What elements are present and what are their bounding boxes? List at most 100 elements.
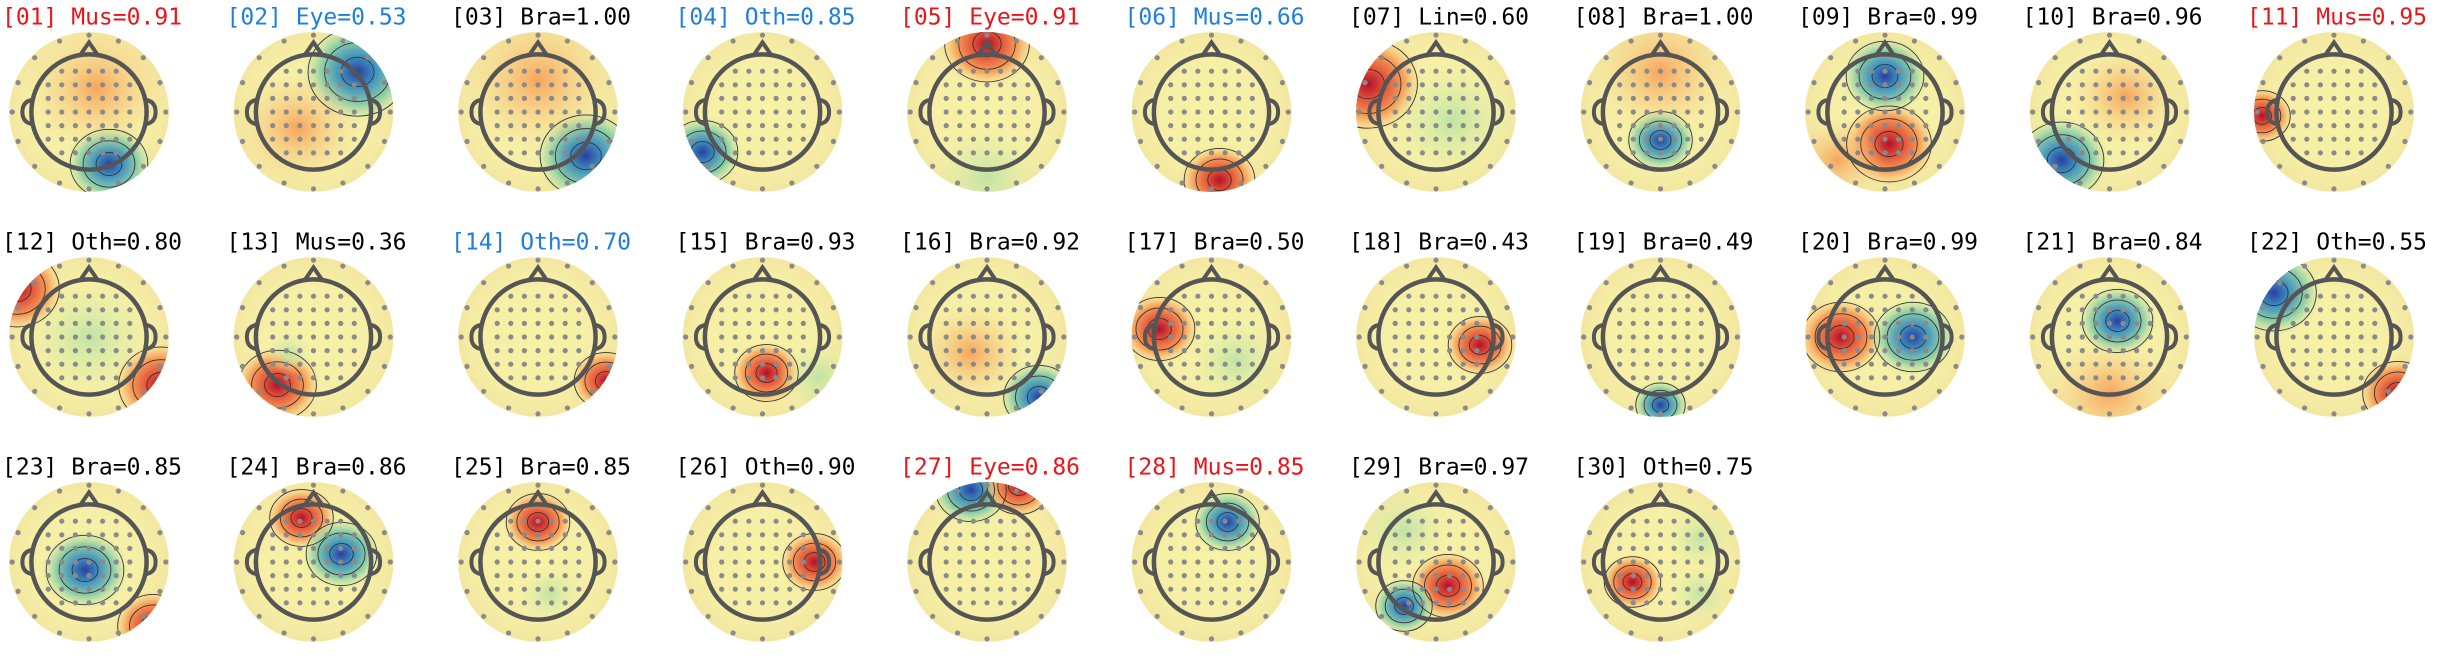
electrode bbox=[576, 307, 582, 313]
contour bbox=[1874, 130, 1904, 158]
ear bbox=[1717, 98, 1730, 126]
electrode bbox=[535, 586, 541, 592]
electrode bbox=[2106, 186, 2113, 192]
electrode bbox=[1630, 573, 1636, 579]
electrode bbox=[2030, 334, 2036, 340]
electrode bbox=[283, 150, 289, 156]
electrode bbox=[1379, 55, 1385, 61]
electrode bbox=[1419, 518, 1425, 524]
electrode bbox=[1460, 307, 1466, 313]
electrode bbox=[2358, 82, 2364, 88]
electrode bbox=[127, 361, 133, 367]
electrode bbox=[283, 361, 289, 367]
electrode bbox=[72, 559, 78, 565]
electrode bbox=[1909, 68, 1915, 74]
electrode bbox=[759, 532, 766, 538]
electrode bbox=[773, 109, 779, 115]
electrode bbox=[1279, 138, 1286, 144]
electrode bbox=[2302, 180, 2308, 186]
electrode bbox=[1379, 280, 1385, 286]
electrode bbox=[830, 305, 837, 311]
electrode bbox=[1474, 545, 1480, 552]
electrode bbox=[773, 375, 779, 381]
contour bbox=[1424, 564, 1472, 608]
electrode bbox=[535, 375, 541, 381]
electrode bbox=[72, 348, 78, 354]
ear bbox=[370, 98, 383, 126]
electrode bbox=[310, 545, 317, 552]
electrode bbox=[564, 38, 570, 44]
electrode bbox=[1249, 361, 1255, 367]
electrode bbox=[773, 136, 779, 142]
electrode bbox=[1285, 109, 1291, 115]
electrode bbox=[957, 586, 963, 592]
electrode bbox=[72, 109, 78, 115]
electrode bbox=[1617, 123, 1623, 129]
ear bbox=[1591, 548, 1604, 576]
electrode bbox=[2331, 95, 2337, 101]
electrode bbox=[1137, 138, 1144, 144]
nose bbox=[302, 263, 325, 282]
electrode bbox=[45, 307, 51, 313]
electrode bbox=[1644, 334, 1650, 340]
electrode bbox=[759, 348, 766, 354]
electrode bbox=[338, 559, 344, 565]
electrode bbox=[2260, 80, 2266, 86]
electrode bbox=[789, 180, 795, 186]
electrode bbox=[1195, 361, 1201, 367]
electrode bbox=[549, 123, 555, 129]
electrode bbox=[127, 334, 133, 340]
electrode bbox=[2345, 150, 2351, 156]
electrode bbox=[2106, 32, 2113, 38]
electrode bbox=[45, 586, 51, 592]
electrode bbox=[1181, 559, 1187, 565]
electrode bbox=[1630, 82, 1636, 88]
electrode bbox=[535, 123, 541, 129]
electrode bbox=[1617, 136, 1623, 142]
electrode bbox=[1911, 38, 1917, 44]
electrode bbox=[283, 375, 289, 381]
electrode bbox=[2066, 348, 2072, 354]
electrode bbox=[1168, 109, 1174, 115]
electrode bbox=[2134, 334, 2140, 340]
map-blob bbox=[1388, 62, 1516, 178]
head bbox=[1376, 52, 1496, 172]
topomap-panel: [01] Mus=0.91 bbox=[2, 5, 182, 192]
electrode bbox=[508, 320, 514, 326]
electrode bbox=[1419, 375, 1425, 381]
head bbox=[1151, 52, 1272, 172]
electrode bbox=[773, 532, 779, 538]
electrode bbox=[1698, 586, 1704, 592]
electrode bbox=[297, 293, 303, 299]
nose bbox=[302, 38, 325, 57]
electrode bbox=[86, 518, 92, 524]
electrode bbox=[1222, 307, 1228, 313]
electrode bbox=[338, 150, 344, 156]
electrode bbox=[1828, 280, 1834, 286]
electrode bbox=[1208, 293, 1215, 299]
electrode bbox=[1419, 109, 1425, 115]
electrode bbox=[494, 559, 500, 565]
electrode bbox=[984, 123, 990, 129]
electrode bbox=[943, 109, 949, 115]
electrode bbox=[606, 530, 612, 536]
electrode bbox=[494, 136, 500, 142]
electrode bbox=[2304, 82, 2310, 88]
electrode bbox=[521, 586, 528, 592]
electrode bbox=[535, 186, 541, 192]
electrode bbox=[1628, 38, 1634, 44]
electrode bbox=[1911, 180, 1917, 186]
electrode bbox=[1433, 411, 1439, 417]
electrode bbox=[562, 559, 568, 565]
electrode bbox=[1868, 375, 1874, 381]
electrode bbox=[1657, 586, 1664, 592]
electrode bbox=[1657, 257, 1664, 263]
contour bbox=[1638, 120, 1683, 160]
electrode bbox=[1896, 109, 1902, 115]
contour bbox=[290, 508, 313, 528]
electrode bbox=[2331, 293, 2337, 299]
electrode bbox=[2358, 361, 2364, 367]
electrode bbox=[464, 305, 470, 311]
electrode bbox=[759, 123, 766, 129]
